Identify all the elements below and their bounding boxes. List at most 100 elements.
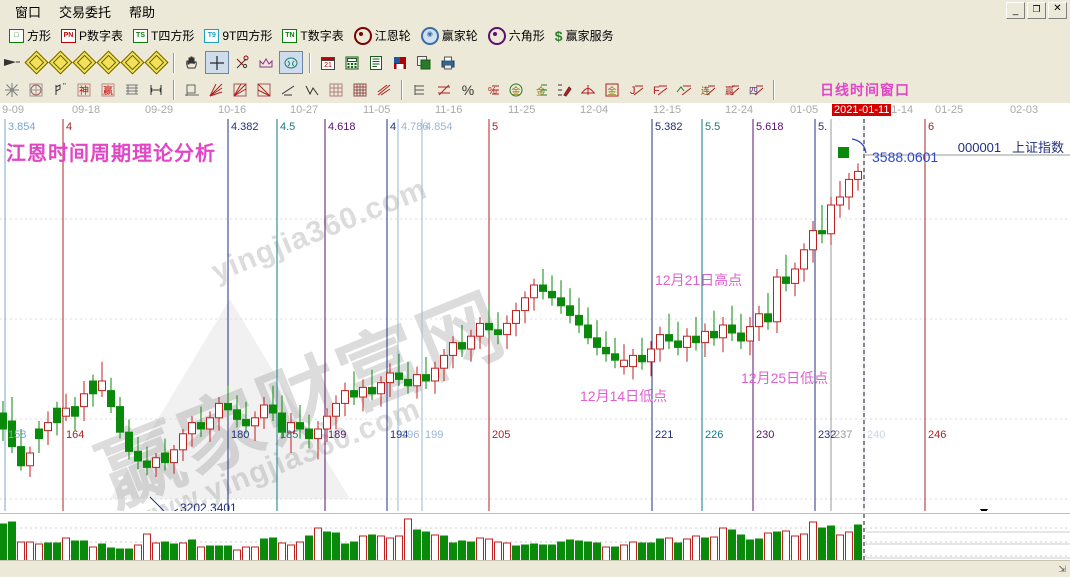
lian-icon[interactable]: 连	[697, 79, 719, 100]
gann-count-label: 164	[66, 429, 85, 441]
resize-grip[interactable]: ⇲	[1058, 564, 1066, 574]
toolbar-button-gann-wheel[interactable]: 江恩轮	[349, 24, 416, 47]
speed-icon[interactable]	[373, 79, 395, 100]
pen-icon[interactable]	[553, 79, 575, 100]
level-icon[interactable]	[409, 79, 431, 100]
svg-text:金: 金	[511, 85, 520, 97]
date-tick-highlight: 2021-01-11	[832, 104, 892, 116]
price-plot[interactable]: 赢家财富网 www.yingjia360.com yingjia360.com …	[0, 119, 1070, 511]
winner-wheel-icon: ◉	[420, 26, 439, 45]
gann-ratio-label: 5.	[818, 121, 828, 133]
toolbar-button-p-number-table[interactable]: PN P数字表	[56, 24, 128, 47]
copy-icon[interactable]	[413, 52, 435, 73]
date-tick: 12-04	[580, 104, 609, 116]
date-tick: 10-16	[218, 104, 247, 116]
ying-icon[interactable]: 赢	[97, 79, 119, 100]
gann-count-label: 194	[390, 429, 409, 441]
gann-ratio-label: 5.382	[655, 121, 683, 133]
time-window-label: 日线时间窗口	[820, 81, 910, 98]
annotation-dec14-low: 12月14日低点	[580, 388, 668, 404]
cursor-arrow-icon[interactable]	[1, 52, 23, 73]
arc-icon[interactable]	[577, 79, 599, 100]
date-tick: 02-03	[1010, 104, 1039, 116]
channel-icon[interactable]	[181, 79, 203, 100]
menu-item-help[interactable]: 帮助	[129, 4, 156, 20]
save-icon[interactable]	[389, 52, 411, 73]
toolbar-label-winner-wheel: 赢家轮	[441, 29, 478, 43]
angle-icon[interactable]	[277, 79, 299, 100]
ladder-icon[interactable]	[121, 79, 143, 100]
span-icon[interactable]	[145, 79, 167, 100]
maximize-button[interactable]: ❐	[1027, 2, 1046, 19]
hand-pan-icon[interactable]	[181, 52, 203, 73]
date-tick: 01-05	[790, 104, 819, 116]
brain-icon[interactable]	[279, 51, 303, 74]
svg-text:连: 连	[701, 85, 710, 97]
gold-box-icon[interactable]: 金	[601, 79, 623, 100]
close-button[interactable]: ✕	[1048, 2, 1067, 19]
gann-fan-icon[interactable]	[1, 79, 23, 100]
si-icon[interactable]: 四	[745, 79, 767, 100]
toolbar-button-t-square[interactable]: TS T四方形	[128, 24, 199, 47]
menu-item-trade[interactable]: 交易委托	[59, 4, 112, 20]
gann-ratio-label: 4.5	[280, 121, 296, 133]
toolbar-separator-2	[309, 52, 311, 73]
gann-count-label: 185	[280, 429, 299, 441]
bar-mark-icon[interactable]: "	[49, 79, 71, 100]
diamond-right-icon[interactable]	[47, 50, 73, 75]
calendar-icon[interactable]: 21	[317, 52, 339, 73]
calculator-icon[interactable]	[341, 52, 363, 73]
chart-area[interactable]: 9-09 09-18 09-29 10-16 10-27 11-05 11-16 11-25 1…	[0, 103, 1070, 578]
toolbar-button-t-number-table[interactable]: TN T数字表	[277, 24, 348, 47]
zigzag-icon[interactable]	[301, 79, 323, 100]
toolbar-button-winner-wheel[interactable]: ◉ 赢家轮	[416, 24, 483, 47]
chart-title: 江恩时间周期理论分析	[6, 143, 216, 165]
j-line-icon[interactable]: J	[625, 79, 647, 100]
shen-icon[interactable]: 神	[73, 79, 95, 100]
scissors-icon[interactable]	[231, 52, 253, 73]
gold-lines-icon[interactable]: 金	[529, 79, 551, 100]
gann-count-label: 232	[818, 429, 837, 441]
gann-ratio-label: 4.618	[328, 121, 356, 133]
low-price-tag: 3202.3401	[180, 501, 237, 511]
date-tick: 01-25	[935, 104, 964, 116]
ts-box-icon: TS	[133, 28, 149, 43]
pct-lines-icon[interactable]: %	[481, 79, 503, 100]
grid1-icon[interactable]	[325, 79, 347, 100]
fan-lines-icon[interactable]	[205, 79, 227, 100]
percent-cross-icon[interactable]	[433, 79, 455, 100]
crosshair-icon[interactable]	[205, 51, 229, 74]
grid-circle-icon[interactable]	[25, 79, 47, 100]
diamond-left-icon[interactable]	[23, 50, 49, 75]
gold-circle-icon[interactable]: 金	[505, 79, 527, 100]
gann-ratio-label: 6	[928, 121, 935, 133]
ying2-icon[interactable]: 赢	[721, 79, 743, 100]
svg-text:%: %	[462, 82, 474, 98]
menu-item-window[interactable]: 窗口	[15, 4, 42, 20]
notes-icon[interactable]	[365, 52, 387, 73]
diamond-full-icon[interactable]	[143, 50, 169, 75]
toolbar-button-9t-square[interactable]: T9 9T四方形	[199, 24, 277, 47]
sub-line-icon[interactable]	[673, 79, 695, 100]
f-line-icon[interactable]: F	[649, 79, 671, 100]
gann-ratio-label: 3.854	[8, 121, 36, 133]
print-icon[interactable]	[437, 52, 459, 73]
diamond-multi-icon[interactable]	[95, 50, 121, 75]
grid2-icon[interactable]	[349, 79, 371, 100]
toolbar-row-3: " 神 赢	[0, 76, 1070, 104]
gann-count-label: 180	[231, 429, 250, 441]
fan-fill-icon[interactable]	[229, 79, 251, 100]
toolbar-button-winner-service[interactable]: $ 赢家服务	[550, 24, 619, 47]
box-fan-icon[interactable]	[253, 79, 275, 100]
crown-icon[interactable]	[255, 52, 277, 73]
gann-ratio-label: 5.618	[756, 121, 784, 133]
percent-icon[interactable]: %	[457, 79, 479, 100]
diamond-updown-icon[interactable]	[71, 50, 97, 75]
gann-count-label: 246	[928, 429, 947, 441]
toolbar-separator	[173, 52, 175, 73]
svg-text:金: 金	[536, 85, 546, 98]
diamond-cross-icon[interactable]	[119, 50, 145, 75]
toolbar-button-hexagon[interactable]: 六角形	[483, 24, 550, 47]
toolbar-button-square[interactable]: □ 方形	[4, 24, 56, 47]
minimize-button[interactable]: _	[1006, 2, 1025, 19]
